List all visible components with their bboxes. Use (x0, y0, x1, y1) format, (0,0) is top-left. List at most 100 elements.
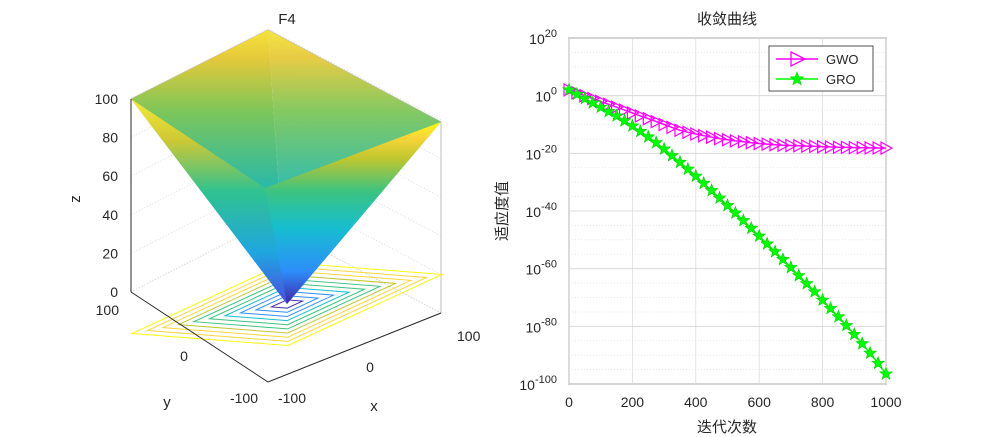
data-point-gwo (674, 123, 688, 138)
x-tick-label: 200 (621, 394, 645, 410)
y-tick-label: 10-100 (519, 374, 557, 393)
data-point-gwo (634, 108, 648, 123)
z-axis-label: z (67, 195, 84, 203)
x-tick-label: 0 (565, 394, 573, 410)
data-point-gwo (737, 134, 751, 149)
data-point-gro (855, 336, 870, 350)
data-point-gro (712, 190, 727, 204)
data-point-gwo (658, 117, 672, 132)
x-tick-label: -100 (278, 390, 306, 406)
data-point-gwo (642, 111, 656, 126)
convergence-title: 收敛曲线 (697, 10, 757, 28)
x-tick-label: 100 (457, 328, 481, 344)
y-tick-label: 0 (180, 348, 188, 364)
data-point-gro (823, 301, 838, 315)
data-point-gro (831, 309, 846, 323)
z-tick-label: 0 (110, 284, 118, 300)
data-point-gro (839, 318, 854, 332)
data-point-gwo (650, 114, 664, 129)
convergence-panel: 0 200 400 600 800 1000 1020 100 10-20 10-40 10-60 1… (493, 10, 902, 436)
y-axis-label: y (163, 394, 171, 411)
data-point-gro (807, 284, 822, 298)
data-point-gro (783, 260, 798, 274)
data-point-gro (760, 236, 775, 250)
data-point-gwo (785, 138, 799, 153)
data-point-gro (625, 118, 640, 132)
data-point-gwo (666, 120, 680, 135)
data-point-gro (577, 91, 592, 105)
y-axis-line (130, 291, 269, 383)
data-point-gro (879, 366, 893, 380)
z-tick-label: 100 (95, 91, 119, 107)
data-point-gwo (698, 128, 711, 143)
y-tick-label: 10-80 (526, 316, 557, 335)
data-point-gro (562, 82, 576, 96)
data-point-gro (649, 135, 664, 149)
data-point-gro (665, 148, 680, 162)
data-point-gwo (824, 139, 838, 155)
data-point-gro (775, 252, 790, 266)
data-point-gwo (721, 132, 735, 147)
surface-face-left (131, 99, 287, 304)
data-point-gwo (801, 139, 815, 154)
y-tick-label: 10-40 (526, 201, 557, 220)
data-point-gwo (840, 140, 854, 155)
legend-label-gro: GRO (826, 72, 856, 87)
y-tick-label: 10-20 (526, 143, 557, 162)
data-point-gwo (690, 126, 704, 142)
legend-marker-gwo (790, 50, 807, 68)
axis-box-line (267, 221, 442, 314)
data-point-gro (768, 244, 783, 258)
data-point-gwo (753, 136, 767, 151)
data-point-gwo (761, 137, 775, 152)
y-tick-label: -100 (230, 390, 258, 406)
x-tick-label: 400 (684, 394, 708, 410)
data-point-gwo (769, 137, 783, 152)
data-point-gro (815, 292, 830, 307)
data-point-gwo (856, 140, 870, 155)
x-axis-label: 迭代次数 (697, 418, 757, 436)
data-point-gwo (777, 138, 791, 153)
data-point-gwo (832, 140, 846, 155)
data-point-gwo (864, 140, 878, 155)
z-tick-labels: 0 20 40 60 80 100 (95, 91, 119, 300)
z-tick-label: 80 (102, 130, 118, 146)
legend-label-gwo: GWO (826, 52, 859, 67)
data-point-gro (799, 276, 814, 290)
x-axis-label: x (370, 398, 378, 415)
z-gridline (130, 28, 442, 121)
data-point-gro (791, 268, 806, 282)
data-point-gro (672, 154, 687, 169)
data-point-gwo (682, 125, 696, 140)
surface-title: F4 (278, 11, 296, 28)
legend-marker-gro (789, 71, 805, 86)
data-point-gwo (618, 103, 632, 118)
data-point-gro (569, 86, 584, 101)
data-point-gro (847, 327, 862, 341)
data-point-gro (641, 129, 656, 143)
series-layer (562, 82, 894, 380)
x-axis-line (267, 312, 442, 383)
surface-face-front (265, 122, 441, 304)
data-point-gwo (714, 131, 727, 146)
data-point-gro (680, 161, 695, 176)
data-point-gwo (706, 130, 719, 145)
data-point-gwo (809, 139, 822, 154)
x-tick-label: 1000 (870, 394, 901, 410)
data-point-gro (617, 113, 632, 127)
data-point-gro (871, 355, 886, 370)
y-tick-label: 1020 (529, 28, 557, 47)
data-point-gro (752, 228, 767, 243)
data-point-gwo (880, 141, 894, 156)
x-tick-label: 600 (748, 394, 772, 410)
data-point-gro (688, 168, 703, 183)
z-tick-label: 60 (102, 168, 118, 184)
data-point-gro (728, 205, 743, 219)
y-axis-label: 适应度值 (493, 181, 511, 241)
x-tick-label: 0 (366, 359, 374, 375)
y-tick-label: 100 (96, 302, 120, 318)
legend: GWO GRO (768, 45, 874, 92)
z-tick-label: 20 (102, 245, 118, 261)
legend-box (768, 45, 874, 92)
data-point-gro (720, 198, 735, 212)
